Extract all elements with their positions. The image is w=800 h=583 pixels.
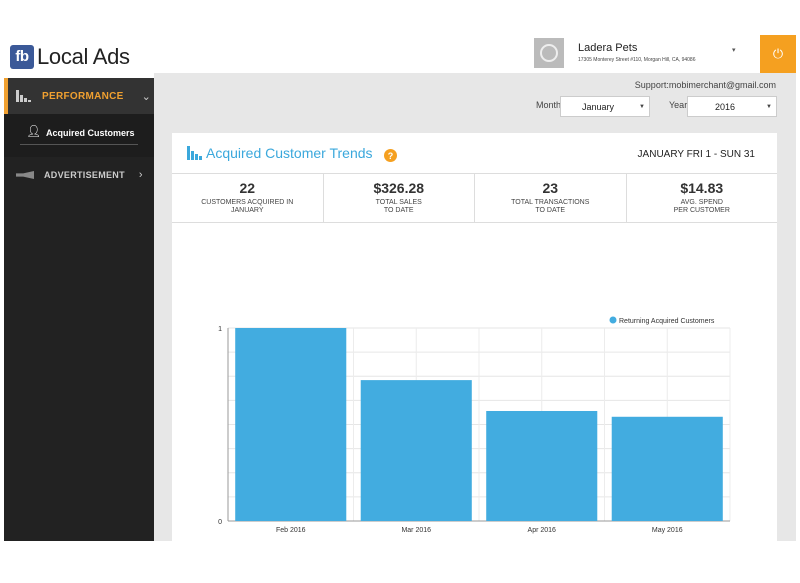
top-header: Ladera Pets 17305 Monterey Street #110, … — [154, 35, 796, 73]
stat-value: 23 — [542, 180, 559, 196]
stat-description: CUSTOMERS ACQUIRED IN JANUARY — [201, 199, 294, 214]
brand-name: Local Ads — [37, 43, 130, 69]
stat-description: TOTAL SALES TO DATE — [375, 199, 422, 214]
x-tick-label: Mar 2016 — [401, 527, 431, 534]
card-header: Acquired Customer Trends ? JANUARY FRI 1… — [172, 133, 777, 173]
x-tick-label: Feb 2016 — [276, 527, 306, 534]
merchant-avatar — [534, 38, 564, 68]
person-icon: 👤︎ — [26, 124, 42, 138]
logout-button[interactable]: ⏻ — [760, 35, 796, 73]
plate-icon — [540, 44, 558, 62]
stat-customers-acquired: 22 CUSTOMERS ACQUIRED IN JANUARY — [172, 174, 324, 222]
chevron-down-icon: ▼ — [639, 103, 645, 110]
date-range: JANUARY FRI 1 - SUN 31 — [637, 149, 755, 160]
x-tick-label: Apr 2016 — [528, 527, 557, 534]
stat-avg-spend: $14.83 AVG. SPEND PER CUSTOMER — [627, 174, 778, 222]
chevron-right-icon: › — [138, 169, 143, 181]
divider — [20, 144, 138, 145]
bar-mar-2016 — [360, 380, 472, 521]
bar-apr-2016 — [486, 410, 598, 521]
chevron-down-icon: ▼ — [766, 103, 772, 110]
sidebar-item-label: Acquired Customers — [46, 128, 135, 138]
bar-chart: 0 1 Feb 2016 Mar 2016 Apr 2016 May 2016 Return… — [218, 316, 731, 534]
merchant-name[interactable]: Ladera Pets — [578, 42, 638, 54]
trend-card: Acquired Customer Trends ? JANUARY FRI 1… — [172, 133, 777, 553]
month-select[interactable]: January ▼ — [560, 96, 650, 117]
bar-chart-icon — [16, 90, 32, 102]
stats-row: 22 CUSTOMERS ACQUIRED IN JANUARY $326.28 … — [172, 173, 777, 223]
legend-marker — [609, 316, 617, 324]
year-label: Year — [669, 100, 688, 110]
bar-chart-icon — [187, 146, 203, 160]
sidebar-item-acquired-customers[interactable]: 👤︎ Acquired Customers — [4, 114, 154, 157]
stat-value: $326.28 — [373, 180, 425, 196]
megaphone-icon — [16, 171, 34, 179]
sidebar-item-performance[interactable]: PERFORMANCE ⌄ — [4, 78, 154, 114]
sidebar-item-advertisement[interactable]: ADVERTISEMENT › — [4, 157, 154, 193]
sidebar-nav: PERFORMANCE ⌄ 👤︎ Acquired Customers ADVE… — [4, 78, 154, 193]
page-footer — [0, 541, 800, 583]
brand-logo[interactable]: fb Local Ads — [4, 35, 154, 78]
merchant-dropdown-icon[interactable]: ▾ — [732, 47, 736, 54]
legend-label: Returning Acquired Customers — [619, 318, 715, 325]
y-tick-label: 1 — [218, 326, 222, 333]
power-icon: ⏻ — [772, 46, 784, 61]
stat-description: AVG. SPEND PER CUSTOMER — [673, 199, 730, 214]
month-label: Month — [536, 100, 562, 110]
stat-value: 22 — [239, 180, 256, 196]
main-content: Support:mobimerchant@gmail.com Month Jan… — [154, 73, 796, 553]
sidebar-item-label: PERFORMANCE — [42, 90, 124, 102]
year-select[interactable]: 2016 ▼ — [687, 96, 777, 117]
bar-feb-2016 — [235, 328, 347, 521]
stat-description: TOTAL TRANSACTIONS TO DATE — [511, 199, 590, 214]
bar-may-2016 — [611, 416, 723, 521]
stat-value: $14.83 — [680, 180, 724, 196]
help-icon[interactable]: ? — [384, 149, 397, 162]
x-tick-label: May 2016 — [652, 527, 683, 534]
merchant-address: 17305 Monterey Street #110, Morgan Hill,… — [578, 57, 696, 63]
sidebar: fb Local Ads PERFORMANCE ⌄ 👤︎ Acquired C… — [4, 35, 154, 541]
sidebar-item-label: ADVERTISEMENT — [44, 170, 125, 180]
stat-total-sales: $326.28 TOTAL SALES TO DATE — [324, 174, 475, 222]
fb-logo-icon: fb — [10, 44, 34, 69]
chevron-down-icon: ⌄ — [141, 90, 151, 103]
year-value: 2016 — [714, 101, 736, 112]
month-value: January — [581, 101, 615, 112]
y-tick-label: 0 — [218, 519, 222, 526]
stat-total-transactions: 23 TOTAL TRANSACTIONS TO DATE — [475, 174, 627, 222]
support-email[interactable]: Support:mobimerchant@gmail.com — [634, 80, 776, 90]
card-title: Acquired Customer Trends — [206, 145, 373, 161]
